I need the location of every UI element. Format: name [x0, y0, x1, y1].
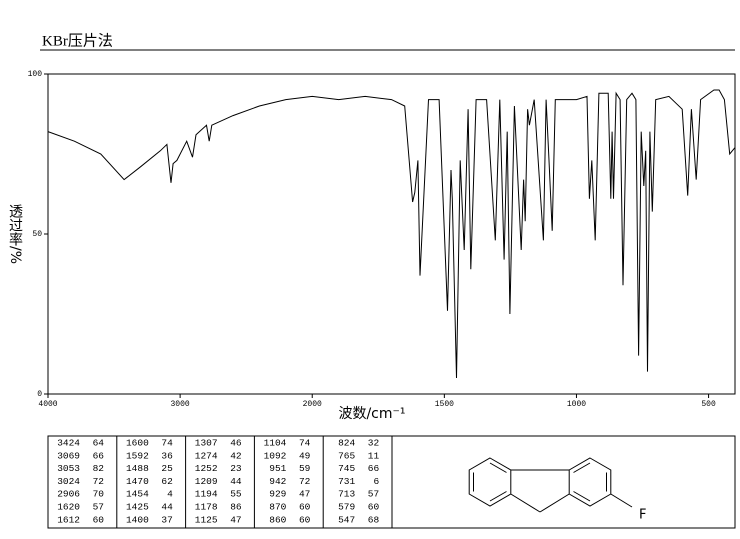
- peak-wavenumber: 1274: [195, 450, 218, 461]
- peak-transmittance: 11: [368, 450, 380, 461]
- peak-wavenumber: 1612: [57, 514, 80, 525]
- peak-wavenumber: 929: [269, 489, 286, 500]
- peak-transmittance: 46: [230, 438, 242, 449]
- peak-transmittance: 49: [299, 450, 311, 461]
- peak-transmittance: 57: [93, 502, 104, 513]
- peak-wavenumber: 745: [338, 463, 355, 474]
- peak-transmittance: 74: [299, 438, 311, 449]
- peak-wavenumber: 3053: [57, 463, 80, 474]
- peak-transmittance: 36: [161, 450, 173, 461]
- spectrum-line: [47, 89, 736, 379]
- peak-transmittance: 44: [230, 476, 242, 487]
- peak-wavenumber: 1104: [264, 438, 287, 449]
- bond: [489, 462, 507, 473]
- peak-transmittance: 82: [93, 463, 105, 474]
- peak-transmittance: 37: [161, 514, 172, 525]
- bond: [573, 462, 591, 473]
- peak-transmittance: 47: [230, 514, 241, 525]
- peak-wavenumber: 1209: [195, 476, 218, 487]
- ring: [468, 457, 512, 507]
- peak-transmittance: 55: [230, 489, 242, 500]
- substituent-label: F: [639, 508, 646, 523]
- x-tick-label: 3000: [171, 400, 190, 409]
- y-tick-label: 100: [28, 70, 43, 79]
- plot-frame: [47, 73, 736, 395]
- peak-transmittance: 60: [299, 502, 311, 513]
- peak-wavenumber: 1592: [126, 450, 149, 461]
- peak-transmittance: 86: [230, 502, 242, 513]
- peak-transmittance: 70: [93, 489, 105, 500]
- peak-wavenumber: 3024: [57, 476, 80, 487]
- x-tick-label: 1000: [567, 400, 586, 409]
- peak-wavenumber: 824: [338, 438, 355, 449]
- peak-transmittance: 74: [161, 438, 173, 449]
- peak-wavenumber: 1092: [264, 450, 287, 461]
- peak-wavenumber: 1178: [195, 502, 218, 513]
- peak-wavenumber: 731: [338, 476, 355, 487]
- x-tick-label: 500: [701, 400, 716, 409]
- peak-wavenumber: 1488: [126, 463, 149, 474]
- peak-transmittance: 42: [230, 450, 242, 461]
- y-tick-label: 0: [37, 390, 42, 399]
- peak-transmittance: 62: [161, 476, 173, 487]
- peak-transmittance: 25: [161, 463, 173, 474]
- structure: [468, 457, 633, 513]
- x-axis-label: 波数/cm⁻¹: [338, 406, 405, 422]
- peak-wavenumber: 765: [338, 450, 355, 461]
- bond: [539, 493, 570, 513]
- peak-wavenumber: 951: [269, 463, 286, 474]
- peak-wavenumber: 579: [338, 502, 355, 513]
- peak-wavenumber: 1252: [195, 463, 218, 474]
- peak-transmittance: 59: [299, 463, 311, 474]
- peak-wavenumber: 1400: [126, 514, 149, 525]
- peak-wavenumber: 1307: [195, 438, 218, 449]
- peak-transmittance: 32: [368, 438, 380, 449]
- peak-wavenumber: 1125: [195, 514, 218, 525]
- bond: [489, 491, 507, 502]
- ring: [568, 457, 612, 507]
- y-axis-label: 透过率/%: [7, 204, 23, 264]
- peak-wavenumber: 2906: [57, 489, 80, 500]
- peak-wavenumber: 1194: [195, 489, 218, 500]
- x-tick-label: 1500: [435, 400, 454, 409]
- peak-transmittance: 4: [167, 489, 173, 500]
- peak-transmittance: 72: [299, 476, 311, 487]
- peak-wavenumber: 1470: [126, 476, 149, 487]
- peak-transmittance: 60: [368, 502, 380, 513]
- peak-transmittance: 44: [161, 502, 173, 513]
- peak-wavenumber: 3424: [57, 438, 80, 449]
- peak-wavenumber: 1425: [126, 502, 149, 513]
- x-tick-label: 2000: [303, 400, 322, 409]
- peak-wavenumber: 942: [269, 476, 286, 487]
- peak-wavenumber: 713: [338, 489, 355, 500]
- peak-wavenumber: 3069: [57, 450, 80, 461]
- peak-wavenumber: 870: [269, 502, 286, 513]
- peak-wavenumber: 547: [338, 514, 355, 525]
- chart-title: KBr压片法: [42, 32, 113, 49]
- peak-transmittance: 60: [299, 514, 311, 525]
- peak-transmittance: 57: [368, 489, 379, 500]
- peak-transmittance: 68: [368, 514, 380, 525]
- peak-transmittance: 6: [373, 476, 379, 487]
- peak-wavenumber: 860: [269, 514, 286, 525]
- peak-wavenumber: 1620: [57, 502, 80, 513]
- bond: [610, 493, 633, 508]
- peak-transmittance: 60: [93, 514, 105, 525]
- peak-transmittance: 66: [93, 450, 105, 461]
- peak-wavenumber: 1454: [126, 489, 149, 500]
- y-tick-label: 50: [32, 230, 42, 239]
- peak-transmittance: 66: [368, 463, 380, 474]
- peak-transmittance: 47: [299, 489, 310, 500]
- bond: [510, 493, 541, 513]
- x-tick-label: 4000: [38, 400, 57, 409]
- bond: [573, 491, 591, 502]
- peak-transmittance: 64: [93, 438, 105, 449]
- peak-transmittance: 23: [230, 463, 242, 474]
- peak-transmittance: 72: [93, 476, 105, 487]
- peak-wavenumber: 1600: [126, 438, 149, 449]
